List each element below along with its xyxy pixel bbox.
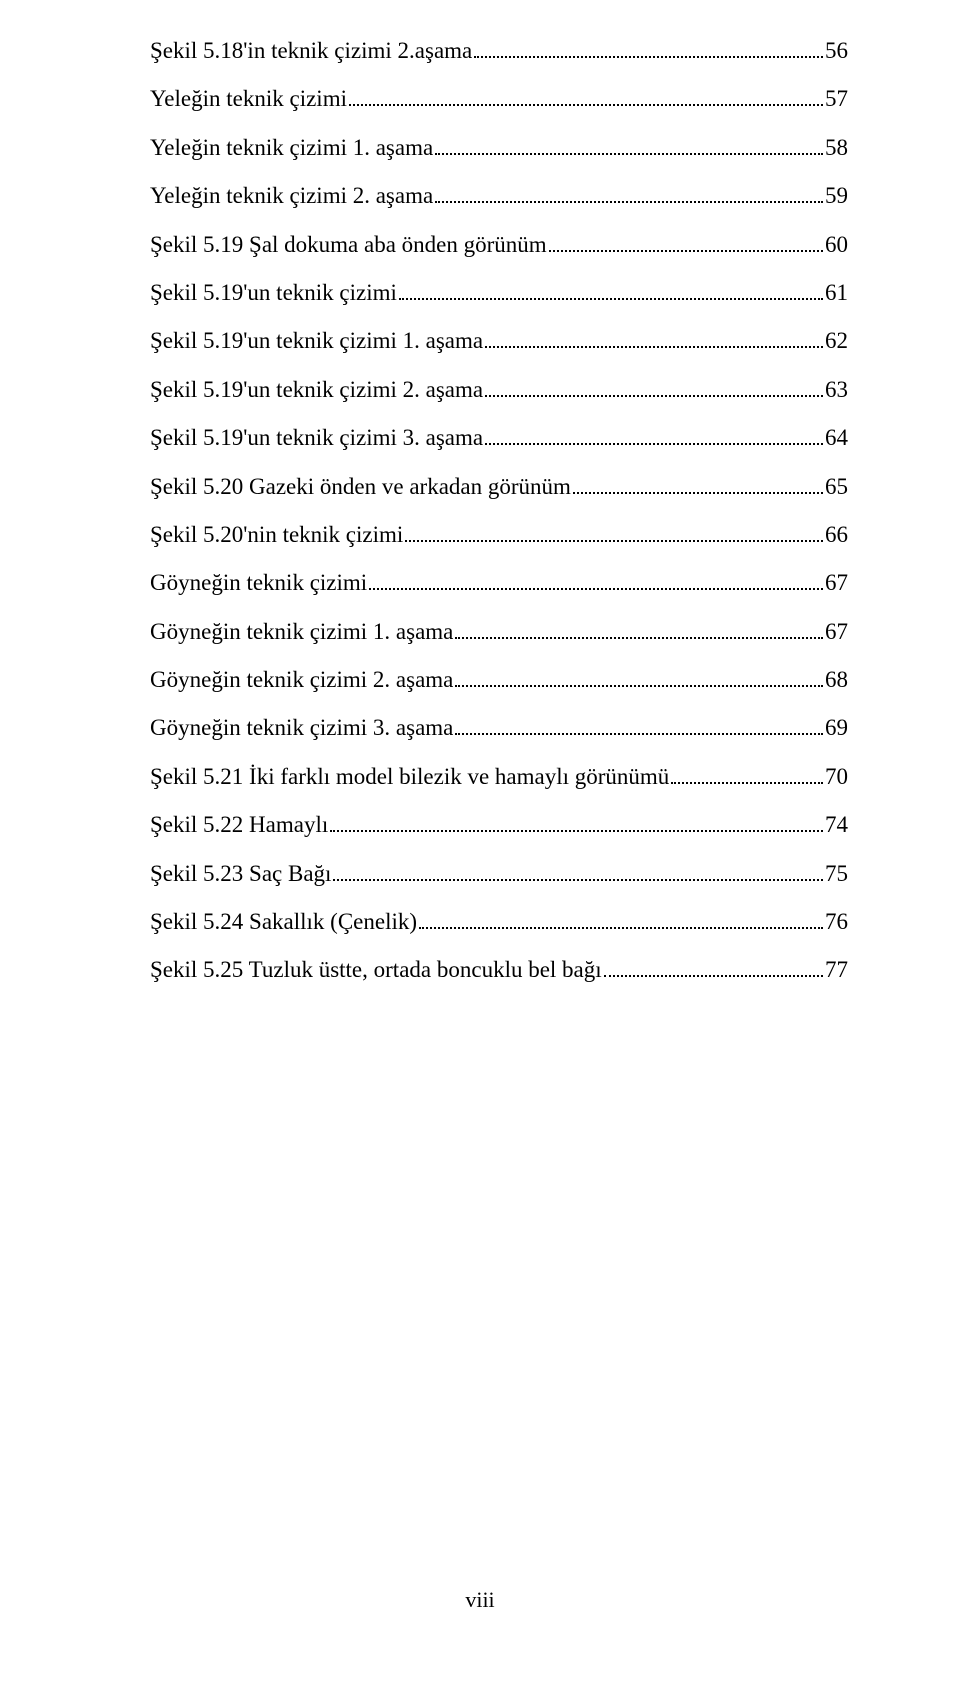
toc-entry: Şekil 5.25 Tuzluk üstte, ortada boncuklu… <box>150 957 848 983</box>
toc-entry-page: 66 <box>825 522 848 548</box>
toc-entry-page: 60 <box>825 232 848 258</box>
toc-entry-label: Şekil 5.21 İki farklı model bilezik ve h… <box>150 764 669 790</box>
toc-leader-dots <box>349 103 823 106</box>
toc-leader-dots <box>485 394 823 397</box>
toc-leader-dots <box>474 55 823 58</box>
toc-entry-label: Şekil 5.24 Sakallık (Çenelik) <box>150 909 417 935</box>
toc-leader-dots <box>435 152 823 155</box>
toc-entry-label: Şekil 5.22 Hamaylı <box>150 812 328 838</box>
toc-entry: Şekil 5.19 Şal dokuma aba önden görünüm 6… <box>150 232 848 258</box>
toc-entry: Şekil 5.23 Saç Bağı 75 <box>150 861 848 887</box>
toc-entry: Şekil 5.24 Sakallık (Çenelik) 76 <box>150 909 848 935</box>
toc-leader-dots <box>455 732 823 735</box>
toc-leader-dots <box>455 636 823 639</box>
toc-entry: Göyneğin teknik çizimi 1. aşama 67 <box>150 619 848 645</box>
toc-entry-page: 77 <box>825 957 848 983</box>
table-of-contents: Şekil 5.18'in teknik çizimi 2.aşama 56 Yel… <box>150 38 848 983</box>
toc-entry: Göyneğin teknik çizimi 2. aşama 68 <box>150 667 848 693</box>
toc-entry-page: 69 <box>825 715 848 741</box>
toc-leader-dots <box>405 539 823 542</box>
toc-entry: Yeleğin teknik çizimi 2. aşama 59 <box>150 183 848 209</box>
toc-entry-label: Göyneğin teknik çizimi 1. aşama <box>150 619 453 645</box>
toc-entry-label: Şekil 5.19 Şal dokuma aba önden görünüm <box>150 232 547 258</box>
toc-leader-dots <box>419 926 823 929</box>
toc-entry-page: 56 <box>825 38 848 64</box>
toc-entry: Şekil 5.21 İki farklı model bilezik ve h… <box>150 764 848 790</box>
toc-entry-label: Göyneğin teknik çizimi <box>150 570 367 596</box>
toc-leader-dots <box>369 587 823 590</box>
toc-entry-page: 67 <box>825 619 848 645</box>
toc-entry-label: Şekil 5.20 Gazeki önden ve arkadan görün… <box>150 474 571 500</box>
toc-leader-dots <box>399 297 823 300</box>
toc-entry-label: Şekil 5.19'un teknik çizimi 3. aşama <box>150 425 483 451</box>
toc-entry-page: 70 <box>825 764 848 790</box>
toc-entry-page: 64 <box>825 425 848 451</box>
toc-leader-dots <box>549 249 823 252</box>
toc-entry: Şekil 5.19'un teknik çizimi 2. aşama 63 <box>150 377 848 403</box>
toc-leader-dots <box>671 781 823 784</box>
toc-entry-label: Göyneğin teknik çizimi 3. aşama <box>150 715 453 741</box>
toc-entry: Yeleğin teknik çizimi 1. aşama 58 <box>150 135 848 161</box>
toc-entry-page: 65 <box>825 474 848 500</box>
toc-entry-label: Şekil 5.20'nin teknik çizimi <box>150 522 403 548</box>
toc-entry-page: 58 <box>825 135 848 161</box>
toc-entry-page: 62 <box>825 328 848 354</box>
toc-entry-page: 67 <box>825 570 848 596</box>
toc-entry: Göyneğin teknik çizimi 67 <box>150 570 848 596</box>
toc-entry-label: Şekil 5.23 Saç Bağı <box>150 861 331 887</box>
toc-entry-page: 57 <box>825 86 848 112</box>
toc-entry-page: 63 <box>825 377 848 403</box>
toc-entry-label: Şekil 5.18'in teknik çizimi 2.aşama <box>150 38 472 64</box>
toc-leader-dots <box>333 878 823 881</box>
toc-leader-dots <box>604 974 823 977</box>
page-number-footer: viii <box>0 1587 960 1613</box>
toc-entry-page: 74 <box>825 812 848 838</box>
toc-entry-label: Göyneğin teknik çizimi 2. aşama <box>150 667 453 693</box>
toc-leader-dots <box>455 684 823 687</box>
toc-entry-label: Yeleğin teknik çizimi <box>150 86 347 112</box>
toc-entry: Göyneğin teknik çizimi 3. aşama 69 <box>150 715 848 741</box>
toc-entry: Şekil 5.19'un teknik çizimi 3. aşama 64 <box>150 425 848 451</box>
toc-entry-label: Şekil 5.19'un teknik çizimi <box>150 280 397 306</box>
toc-leader-dots <box>435 200 823 203</box>
toc-leader-dots <box>485 442 823 445</box>
toc-entry-label: Şekil 5.19'un teknik çizimi 1. aşama <box>150 328 483 354</box>
toc-entry: Şekil 5.19'un teknik çizimi 61 <box>150 280 848 306</box>
toc-entry-page: 61 <box>825 280 848 306</box>
toc-leader-dots <box>485 345 823 348</box>
toc-entry-page: 59 <box>825 183 848 209</box>
toc-entry: Şekil 5.18'in teknik çizimi 2.aşama 56 <box>150 38 848 64</box>
toc-entry-label: Şekil 5.25 Tuzluk üstte, ortada boncuklu… <box>150 957 602 983</box>
toc-entry-label: Yeleğin teknik çizimi 1. aşama <box>150 135 433 161</box>
toc-entry: Yeleğin teknik çizimi 57 <box>150 86 848 112</box>
toc-entry-page: 75 <box>825 861 848 887</box>
toc-entry: Şekil 5.20 Gazeki önden ve arkadan görün… <box>150 474 848 500</box>
toc-entry-label: Yeleğin teknik çizimi 2. aşama <box>150 183 433 209</box>
toc-entry-label: Şekil 5.19'un teknik çizimi 2. aşama <box>150 377 483 403</box>
toc-leader-dots <box>573 491 823 494</box>
toc-entry: Şekil 5.20'nin teknik çizimi 66 <box>150 522 848 548</box>
toc-entry: Şekil 5.19'un teknik çizimi 1. aşama 62 <box>150 328 848 354</box>
toc-entry: Şekil 5.22 Hamaylı 74 <box>150 812 848 838</box>
toc-entry-page: 68 <box>825 667 848 693</box>
toc-entry-page: 76 <box>825 909 848 935</box>
toc-leader-dots <box>330 829 823 832</box>
